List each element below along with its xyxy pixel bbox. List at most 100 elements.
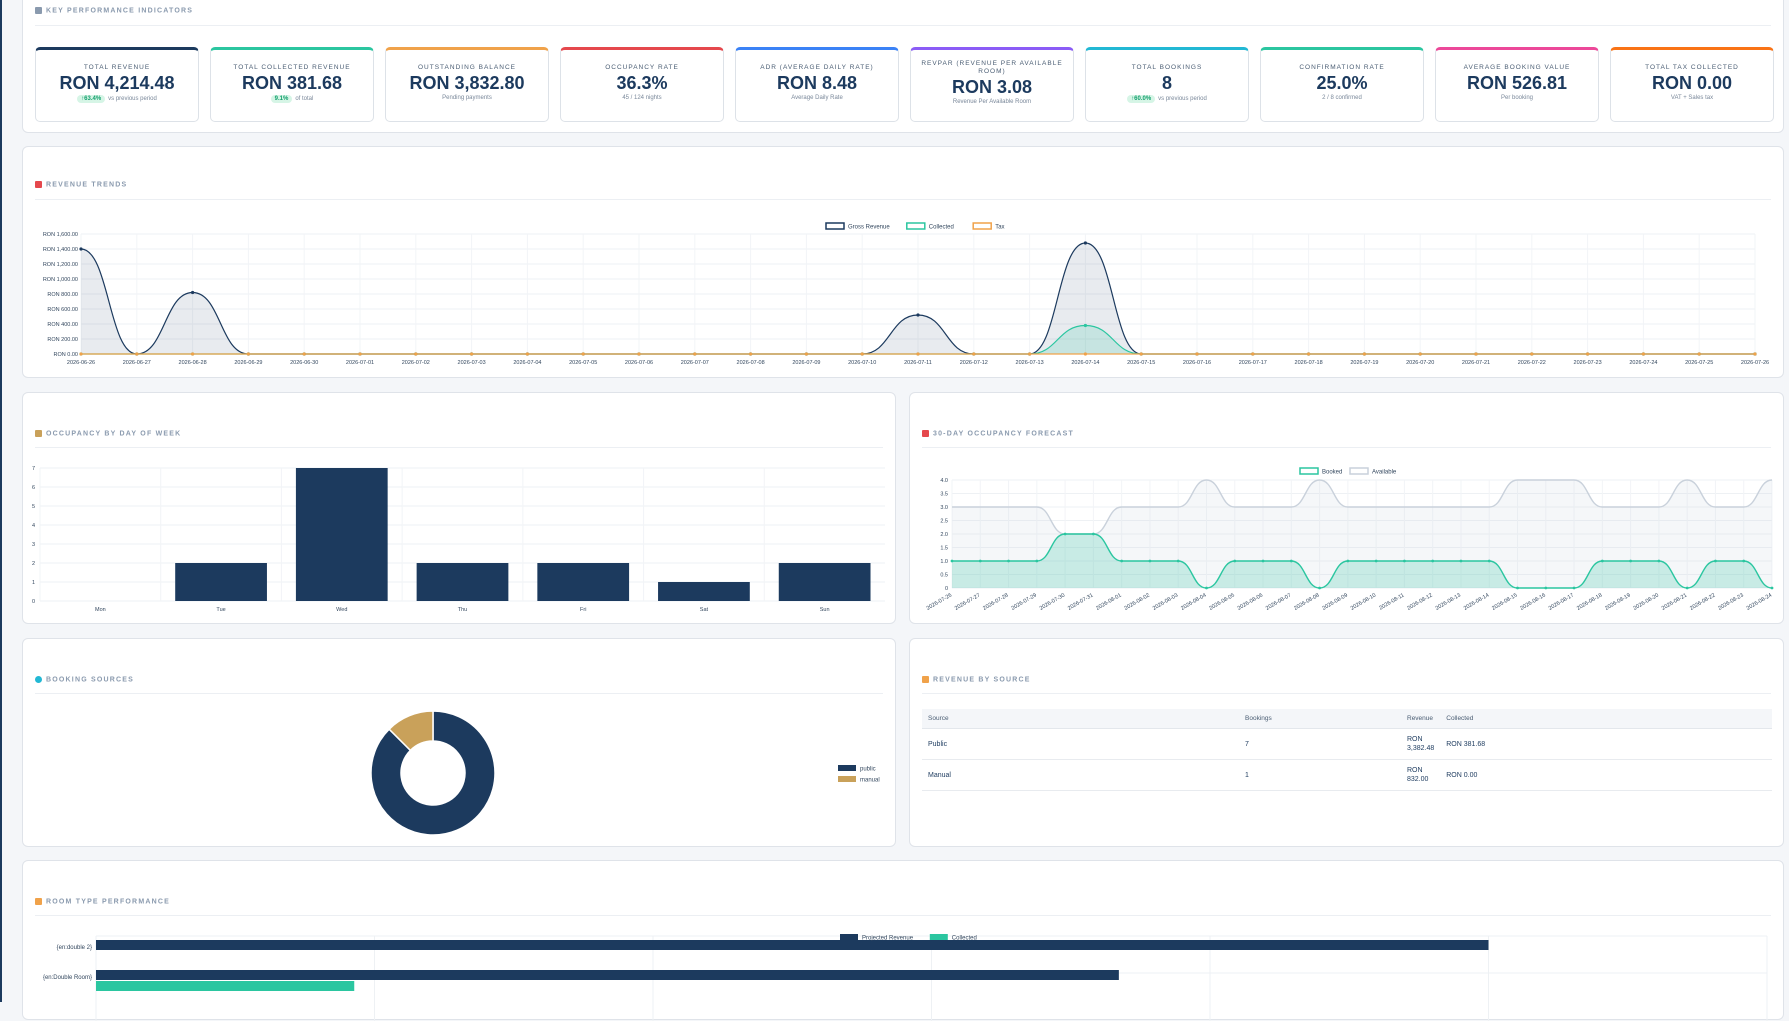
data-point [916,352,920,356]
legend-swatch [929,934,948,940]
data-point [525,352,529,356]
bar [175,563,267,601]
bar-chart-icon [35,430,42,437]
column-header-revenue[interactable]: Revenue [1401,709,1441,729]
data-point [79,247,83,251]
source-cell: Manual [922,759,1239,791]
revenue-cell: RON 3,382.48 [1401,728,1441,760]
left-accent-bar [0,0,2,1002]
x-tick-label: 2026-07-07 [681,360,709,366]
column-header-collected[interactable]: Collected [1440,709,1772,729]
data-point [302,352,306,356]
y-tick-label: {en:double 2} [57,945,92,951]
column-header-source[interactable]: Source [922,709,1239,729]
data-point [1083,241,1087,245]
data-point [1629,559,1633,563]
room-type-title: ROOM TYPE PERFORMANCE [35,898,170,905]
y-tick-label: 3.0 [940,505,948,511]
series-line [952,533,1773,589]
revenue-trends-panel: REVENUE TRENDS RON 0.00 RON 200.00 RON 400… [22,146,1784,378]
bookings-cell: 7 [1239,728,1401,760]
occupancy-dow-chart: 0 1 2 3 4 5 6 7 Mon Tue Wed Thu Fri Sat Sun [32,466,885,613]
bar [96,970,1119,980]
column-header-bookings[interactable]: Bookings [1239,709,1401,729]
x-tick-label: 2026-06-29 [234,360,262,366]
x-tick-label: 2026-07-27 [954,593,981,612]
x-tick-label: 2026-08-18 [1576,593,1603,612]
booking-sources-chart: public manual [370,710,880,836]
legend-label: Available [1372,470,1397,476]
x-tick-label: 2026-07-13 [1016,360,1044,366]
y-tick-label: 3 [32,542,35,548]
kpi-value: 8 [1161,73,1172,93]
data-point [1418,352,1422,356]
x-tick-label: 2026-07-26 [1741,360,1769,366]
kpi-subtext: Average Daily Rate [736,95,898,101]
dashboard-icon [35,7,42,14]
x-tick-label: 2026-08-12 [1406,593,1433,612]
x-tick-label: 2026-08-17 [1548,593,1575,612]
series-area [81,243,1755,354]
revenue-by-source-table: Source Bookings Revenue Collected Public… [922,709,1772,791]
data-point [1195,352,1199,356]
data-point [1205,586,1208,590]
room-type-chart: {en:double 2} {en:Double Room} Projected R… [43,934,1768,1021]
data-point [1657,559,1661,563]
x-tick-label: 2026-08-01 [1095,593,1122,612]
occupancy-dow-panel: OCCUPANCY BY DAY OF WEEK 0 1 2 3 4 5 6 7 Mon Tue W… [22,392,896,624]
data-point [1176,559,1180,563]
kpi-value: 36.3% [616,73,668,93]
kpi-subtext: Pending payments [386,95,548,101]
y-tick-label: 1.5 [940,546,948,552]
x-tick-label: 2026-07-01 [346,360,374,366]
kpi-card: ADR (AVERAGE DAILY RATE) RON 8.48 Average … [735,47,899,122]
data-point [1346,559,1350,563]
source-cell: Public [922,728,1239,760]
x-tick-label: 2026-06-30 [290,360,318,366]
pie-slice [370,710,496,836]
y-tick-label: 0.5 [940,573,948,579]
data-point [135,352,139,356]
x-tick-label: 2026-07-22 [1518,360,1546,366]
legend-swatch [838,776,856,782]
legend-label: Gross Revenue [848,225,890,231]
x-tick-label: Tue [216,607,225,613]
kpi-label: TOTAL TAX COLLECTED [1645,64,1739,71]
booking-sources-panel: BOOKING SOURCES public manual [22,638,896,847]
data-point [1516,586,1519,590]
x-tick-label: 2026-07-18 [1295,360,1323,366]
y-tick-label: 1.0 [940,559,948,565]
table-row[interactable]: Manual 1 RON 832.00 RON 0.00 [922,759,1772,791]
data-point [1007,559,1010,563]
kpi-label: OCCUPANCY RATE [605,64,679,71]
y-tick-label: 7 [32,466,35,472]
kpi-label: OUTSTANDING BALANCE [418,64,516,71]
x-tick-label: 2026-06-26 [67,360,95,366]
data-point [1572,586,1576,590]
table-row[interactable]: Public 7 RON 3,382.48 RON 381.68 [922,728,1772,760]
x-tick-label: 2026-08-08 [1293,593,1320,612]
y-tick-label: 4 [32,523,35,529]
data-point [1148,559,1152,563]
bar [295,468,388,601]
data-point [749,352,753,356]
kpi-change-badge: 9.1% [270,95,293,103]
y-tick-label: RON 600.00 [47,307,78,313]
x-tick-label: Sun [820,607,830,613]
legend-swatch [906,222,926,230]
x-tick-label: Mon [95,607,106,613]
data-point [1544,586,1548,590]
x-tick-label: 2026-07-25 [1685,360,1713,366]
revenue-by-source-panel: REVENUE BY SOURCE Source Bookings Revenu… [909,638,1784,847]
legend-swatch [1299,467,1319,475]
kpi-value: RON 8.48 [776,73,858,93]
x-tick-label: 2026-07-04 [513,360,541,366]
kpi-value: RON 0.00 [1651,73,1733,93]
x-tick-label: 2026-07-11 [904,360,932,366]
x-tick-label: 2026-08-23 [1717,593,1744,612]
pie-slice [388,710,434,752]
kpi-card: TOTAL REVENUE RON 4,214.48 ↑63.4% vs previo… [35,47,199,122]
data-point [470,352,474,356]
data-point [1233,559,1237,563]
